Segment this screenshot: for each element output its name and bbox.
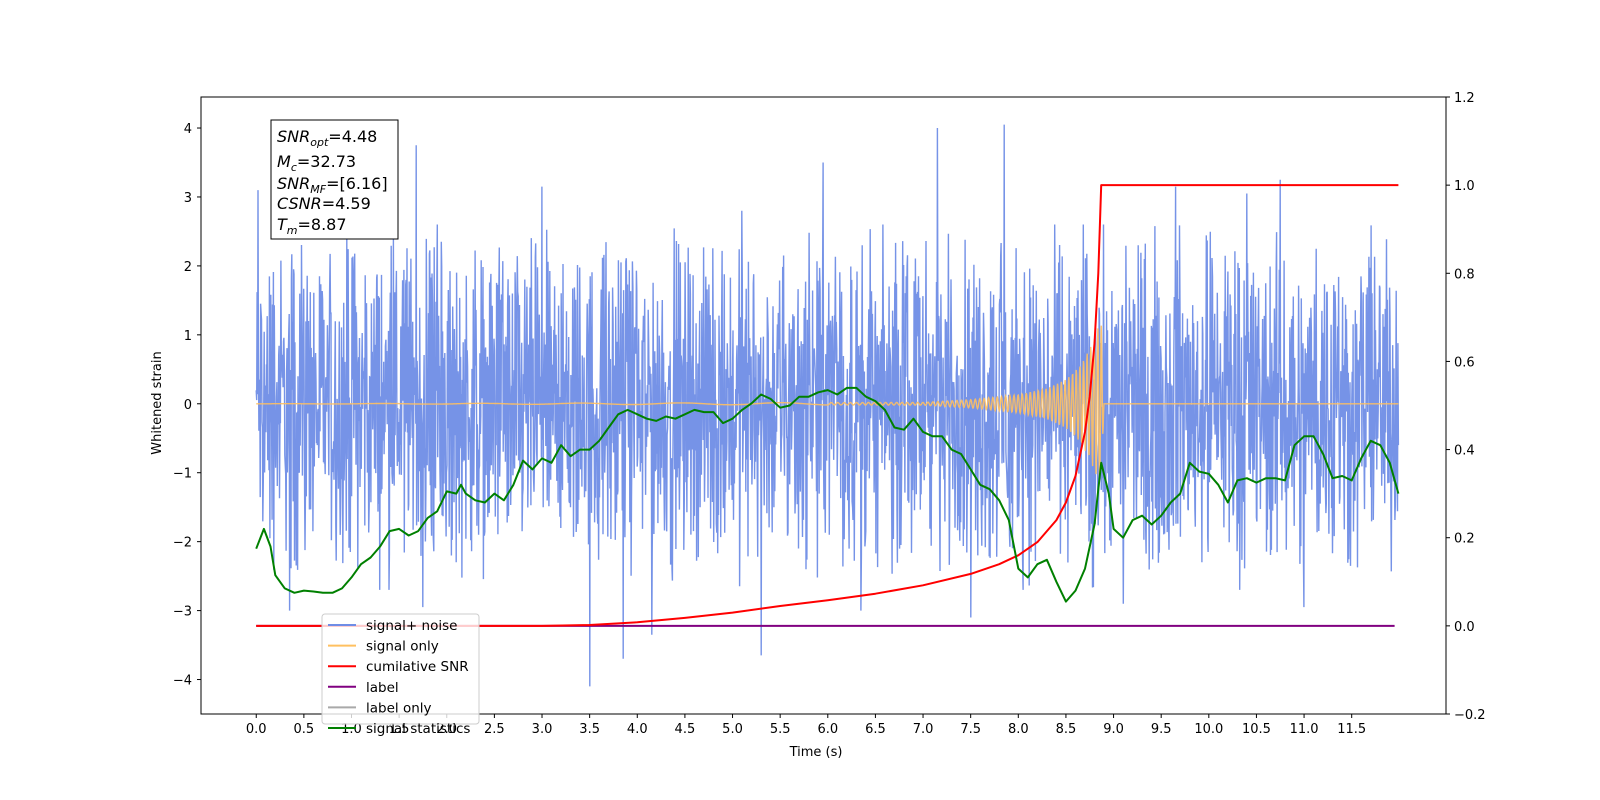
x-tick-label: 9.0	[1103, 722, 1124, 737]
y-tick-label: −4	[173, 674, 192, 689]
y-tick-label: 4	[184, 122, 192, 137]
x-tick-label: 8.0	[1008, 722, 1029, 737]
x-tick-label: 5.0	[722, 722, 743, 737]
annotation-frame	[270, 119, 399, 240]
x-axis-label: Time (s)	[789, 745, 843, 760]
x-tick-label: 8.5	[1056, 722, 1077, 737]
x-tick-label: 2.5	[484, 722, 505, 737]
legend: signal+ noise signal only cumilative SNR la…	[321, 613, 480, 737]
legend-entry-label: label only	[366, 700, 432, 716]
stats-annotation-box: SNRopt=4.48 Mc=32.73SNRMF=[6.16]CSNR=4.59…	[270, 119, 399, 240]
annotation-line: Mc=32.73	[277, 152, 356, 174]
x-tick-label: 7.0	[913, 722, 934, 737]
plot-frame	[200, 96, 1447, 715]
y2-tick-label: 0.0	[1454, 620, 1475, 635]
signal-noise-line	[255, 124, 1400, 687]
x-tick-label: 3.0	[532, 722, 553, 737]
y-tick-label: 3	[184, 191, 192, 206]
y2-tick-label: 0.6	[1454, 355, 1475, 370]
x-tick-label: 11.0	[1290, 722, 1319, 737]
signal-only-line	[256, 325, 1399, 480]
x-tick-label: 1.0	[341, 722, 362, 737]
x-tick-label: 2.0	[436, 722, 457, 737]
legend-entry-label: signal only	[366, 639, 439, 655]
legend-entry-label: cumilative SNR	[366, 659, 469, 675]
annotation-line: SNRMF=[6.16]	[277, 174, 388, 196]
x-tick-label: 1.5	[389, 722, 410, 737]
y2-tick-label: −0.2	[1454, 708, 1486, 723]
y-tick-label: −2	[173, 536, 192, 551]
x-tick-label: 11.5	[1337, 722, 1366, 737]
y2-tick-label: 0.4	[1454, 444, 1475, 459]
cumulative-snr-line	[256, 184, 1399, 627]
y-tick-label: 1	[184, 329, 192, 344]
x-tick-label: 9.5	[1151, 722, 1172, 737]
x-tick-label: 0.0	[246, 722, 267, 737]
x-tick-label: 7.5	[960, 722, 981, 737]
legend-entry-label: signal statistics	[366, 721, 470, 737]
y-tick-label: 2	[184, 260, 192, 275]
annotation-line: SNRopt=4.48	[277, 127, 377, 149]
x-tick-label: 6.5	[865, 722, 886, 737]
y2-tick-label: 1.2	[1454, 91, 1475, 106]
x-tick-label: 10.0	[1194, 722, 1223, 737]
x-tick-label: 3.5	[579, 722, 600, 737]
y-tick-label: −1	[173, 467, 192, 482]
y2-tick-label: 1.0	[1454, 179, 1475, 194]
annotation-line: Tm=8.87	[277, 215, 347, 237]
axes: 0.0 0.5 1.0 1.5 2.0 2.5 3.0 3.5 4.0 4.5 5.0 5.5 6.0 6…	[173, 91, 1486, 737]
legend-entry-label: signal+ noise	[366, 618, 457, 634]
legend-entry-label: label	[366, 680, 399, 696]
x-tick-label: 5.5	[770, 722, 791, 737]
y-tick-label: 0	[184, 398, 192, 413]
x-tick-label: 6.0	[817, 722, 838, 737]
x-tick-label: 4.5	[675, 722, 696, 737]
x-tick-label: 0.5	[294, 722, 315, 737]
y-tick-label: −3	[173, 605, 192, 620]
x-tick-label: 4.0	[627, 722, 648, 737]
legend-frame	[321, 613, 480, 725]
y2-tick-label: 0.8	[1454, 267, 1475, 282]
annotation-line: CSNR=4.59	[277, 194, 371, 213]
y-axis-label: Whitened strain	[150, 351, 165, 454]
x-tick-label: 10.5	[1242, 722, 1271, 737]
signal-statistics-line	[255, 386, 1400, 603]
y2-tick-label: 0.2	[1454, 532, 1475, 547]
